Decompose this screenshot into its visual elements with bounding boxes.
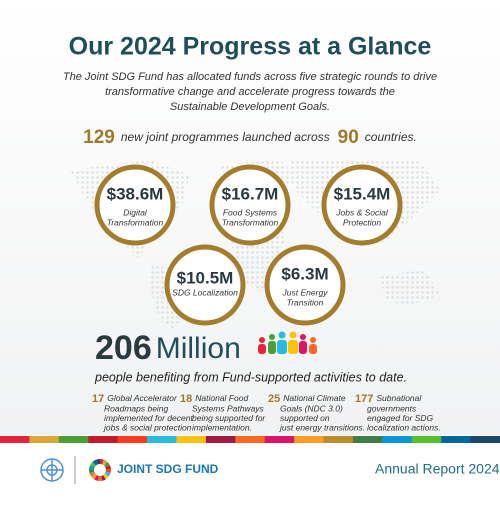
subtitle-line: Sustainable Development Goals.: [170, 101, 330, 113]
round-label: Jobs & Social: [335, 207, 389, 217]
sdg-color-strip: [470, 436, 500, 443]
wheel-segment: [100, 459, 104, 465]
sdg-color-strip: [323, 436, 354, 443]
round-label: SDG Localization: [172, 287, 238, 297]
wheel-segment: [102, 459, 108, 466]
round-ring: [321, 164, 403, 246]
wheel-segment: [91, 473, 97, 480]
sdg-color-strip: [117, 436, 148, 443]
stat-number: 25: [268, 393, 280, 405]
round-label: Protection: [343, 217, 382, 227]
stat-text: Global Accelerator: [107, 393, 178, 403]
round-amount: $15.4M: [334, 184, 391, 203]
round-ring: [209, 164, 291, 246]
round-ring: [164, 244, 246, 326]
countries-number: 90: [338, 127, 359, 148]
summary-line: 129 new joint programmes launched across 9…: [83, 127, 417, 148]
round-amount: $38.6M: [107, 184, 164, 203]
stat-text: localization actions.: [367, 422, 441, 432]
stat-first-line: 17 Global Accelerator: [92, 393, 178, 405]
sdg-color-strip: [0, 436, 30, 443]
round-label: Transition: [287, 297, 324, 307]
sdg-wheel: [89, 459, 112, 482]
wheel-segment: [105, 468, 112, 474]
stat-text: Goals (NDC 3.0): [280, 403, 343, 413]
stat-text: implemented for decent: [104, 413, 193, 423]
round-amount: $10.5M: [177, 268, 234, 287]
wheel-segment: [94, 475, 99, 481]
wheel-segment: [89, 468, 95, 474]
programmes-number: 129: [83, 127, 115, 148]
wheel-segment: [101, 475, 106, 481]
sdg-color-strip: [205, 436, 236, 443]
stat-text: jobs & social protection: [103, 422, 192, 432]
stat-first-line: 177 Subnational: [355, 393, 422, 405]
round-ring: [264, 244, 346, 326]
beneficiaries-text: people benefiting from Fund-supported ac…: [94, 370, 407, 384]
wheel-segment: [89, 471, 96, 477]
round-label: Transformation: [107, 217, 164, 227]
stat-first-line: 25 National Climate: [268, 393, 346, 405]
stat-first-line: 18 National Food: [180, 393, 248, 405]
stat-number: 18: [180, 393, 192, 405]
round-label: Transformation: [222, 217, 279, 227]
wheel-segment: [103, 473, 109, 480]
wheel-segment: [89, 465, 95, 470]
sdg-color-strip: [88, 436, 119, 443]
beneficiaries-unit: Million: [156, 332, 241, 365]
title: Our 2024 Progress at a Glance: [69, 33, 432, 61]
sdg-color-strip: [264, 436, 295, 443]
sdg-color-strip: [235, 436, 266, 443]
round-label: Digital: [123, 207, 148, 217]
sdg-color-strip: [176, 436, 207, 443]
beneficiaries-number: 206: [95, 329, 152, 367]
stat-number: 177: [355, 393, 373, 405]
summary-text: new joint programmes launched across: [121, 130, 330, 144]
stat-text: Subnational: [376, 393, 422, 403]
stat-text: National Climate: [283, 393, 346, 403]
subtitle-line: transformative change and accelerate pro…: [105, 86, 395, 98]
round-amount: $16.7M: [222, 184, 279, 203]
sdg-color-strip: [352, 436, 383, 443]
stat-text: National Food: [195, 393, 248, 403]
wheel-segment: [92, 459, 98, 466]
summary-text: countries.: [365, 130, 417, 144]
wheel-segment: [96, 459, 100, 465]
stat-text: Systems Pathways: [192, 403, 265, 413]
stat-text: implementation.: [192, 422, 252, 432]
brand: JOINT SDG FUND: [117, 462, 219, 476]
sdg-color-strip: [29, 436, 60, 443]
people-icon: [258, 331, 317, 354]
sdg-color-strip: [411, 436, 442, 443]
round-label: Food Systems: [223, 207, 278, 217]
sdg-color-strip: [147, 436, 177, 443]
wheel-segment: [97, 475, 103, 482]
sdg-color-strip: [382, 436, 413, 443]
wheel-segment: [104, 471, 111, 477]
report-title: Annual Report 2024: [375, 461, 500, 477]
wheel-segment: [105, 465, 111, 470]
round-amount: $6.3M: [281, 264, 328, 283]
stat-text: Roadmaps being: [104, 403, 169, 413]
stat-text: governments: [367, 403, 417, 413]
stat-text: just energy transitions.: [279, 422, 365, 432]
stat-text: supported on: [280, 413, 330, 423]
beneficiaries-line: 206 Million: [95, 329, 241, 367]
round-ring: [94, 164, 176, 246]
un-emblem: [40, 458, 64, 482]
stat-number: 17: [92, 393, 104, 405]
sdg-color-strip: [294, 436, 325, 443]
stat-text: engaged for SDG: [367, 413, 434, 423]
wheel-segment: [90, 461, 96, 468]
sdg-color-strip: [441, 436, 472, 443]
subtitle-line: The Joint SDG Fund has allocated funds a…: [63, 71, 437, 83]
sdg-color-strip: [58, 436, 89, 443]
round-label: Just Energy: [282, 287, 329, 297]
wheel-segment: [104, 461, 110, 468]
stat-text: being supported for: [192, 413, 266, 423]
